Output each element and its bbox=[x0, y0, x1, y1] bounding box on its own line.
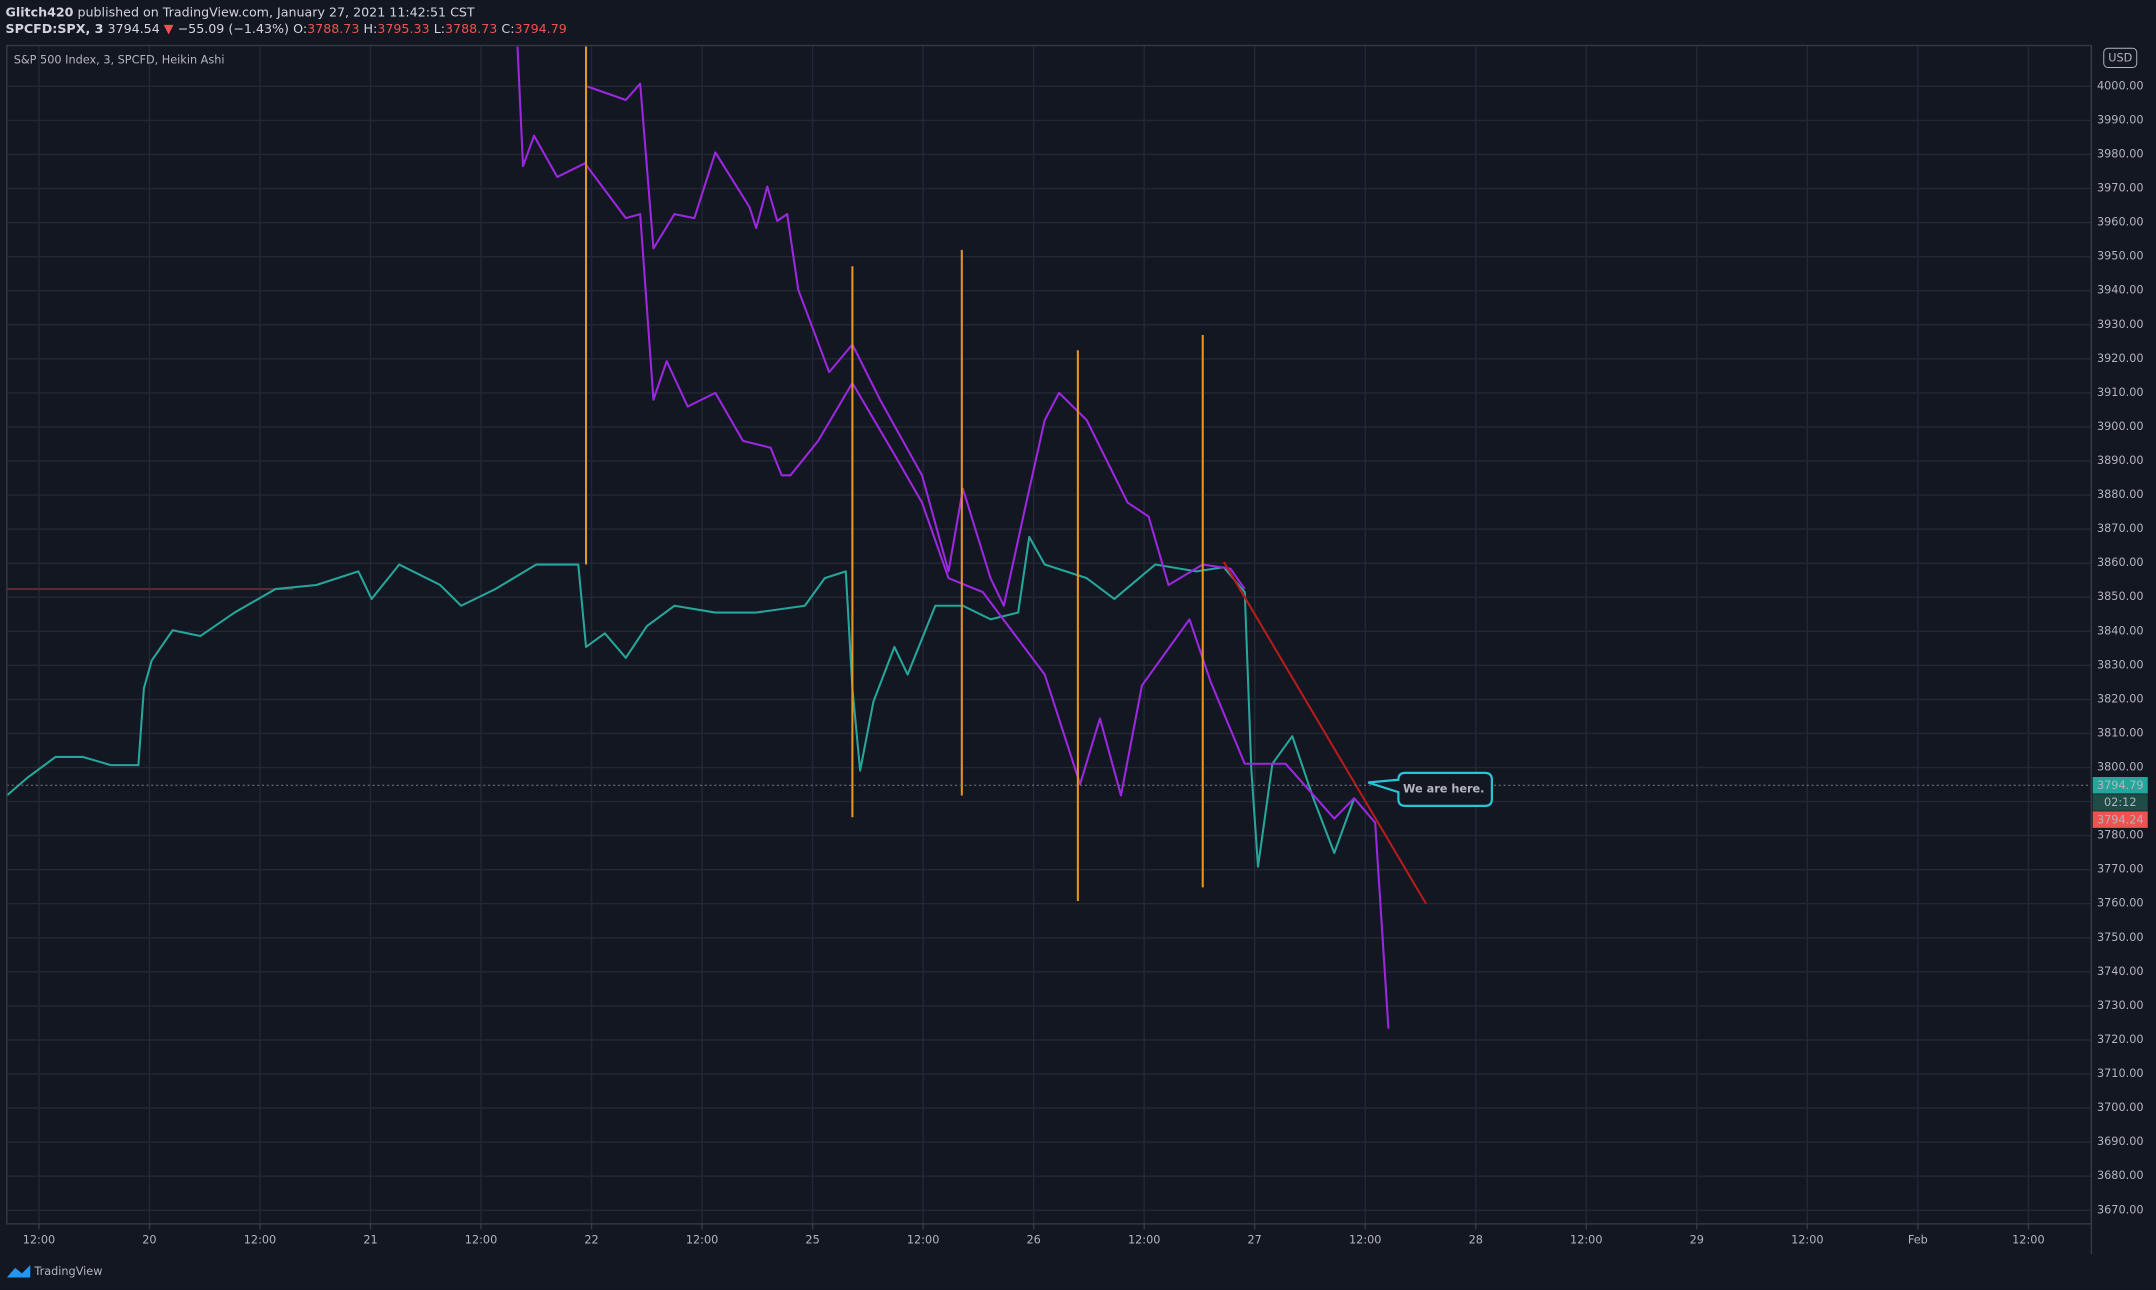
price-label: 02:12 bbox=[2104, 796, 2136, 809]
grid bbox=[6, 45, 2092, 1224]
series-line bbox=[6, 535, 1356, 868]
y-tick-label: 3930.00 bbox=[2097, 318, 2144, 331]
y-tick-label: 3760.00 bbox=[2097, 897, 2144, 910]
x-tick-label: 22 bbox=[584, 1233, 598, 1246]
y-tick-label: 4000.00 bbox=[2097, 79, 2144, 92]
x-tick-label: 12:00 bbox=[23, 1233, 55, 1246]
footer: TradingView bbox=[6, 1265, 102, 1278]
last-price: 3794.54 bbox=[107, 21, 159, 36]
ohlc-label: O: bbox=[293, 21, 307, 36]
y-tick-label: 3940.00 bbox=[2097, 284, 2144, 297]
change: −55.09 (−1.43%) bbox=[178, 21, 289, 36]
ohlc-value: 3794.79 bbox=[515, 21, 567, 36]
ohlc-label: L: bbox=[434, 21, 445, 36]
x-tick-label: 12:00 bbox=[2012, 1233, 2044, 1246]
ohlc: O:3788.73 H:3795.33 L:3788.73 C:3794.79 bbox=[293, 21, 567, 36]
y-tick-label: 3710.00 bbox=[2097, 1067, 2144, 1080]
y-tick-label: 3990.00 bbox=[2097, 113, 2144, 126]
chart-title: S&P 500 Index, 3, SPCFD, Heikin Ashi bbox=[14, 54, 225, 67]
callout-box bbox=[1367, 771, 1493, 807]
y-tick-label: 3910.00 bbox=[2097, 386, 2144, 399]
y-tick-label: 3800.00 bbox=[2097, 761, 2144, 774]
logo bbox=[6, 1265, 31, 1278]
ohlc-value: 3788.73 bbox=[445, 21, 497, 36]
y-tick-label: 3820.00 bbox=[2097, 692, 2144, 705]
annotation-text: We are here. bbox=[1403, 782, 1484, 795]
y-tick-label: 3860.00 bbox=[2097, 556, 2144, 569]
x-tick-label: 12:00 bbox=[1128, 1233, 1160, 1246]
y-tick-label: 3890.00 bbox=[2097, 454, 2144, 467]
y-tick-label: 3840.00 bbox=[2097, 624, 2144, 637]
price-label-box bbox=[2092, 794, 2148, 811]
x-tick-label: 25 bbox=[805, 1233, 819, 1246]
y-tick-label: 3720.00 bbox=[2097, 1033, 2144, 1046]
x-tick-label: 12:00 bbox=[1570, 1233, 1602, 1246]
author: Glitch420 bbox=[6, 4, 74, 19]
y-tick-label: 3970.00 bbox=[2097, 182, 2144, 195]
y-tick-label: 3770.00 bbox=[2097, 863, 2144, 876]
x-tick-label: 20 bbox=[142, 1233, 156, 1246]
x-tick-label: 21 bbox=[363, 1233, 377, 1246]
currency: USD bbox=[2108, 52, 2132, 65]
footer-text: TradingView bbox=[33, 1265, 102, 1278]
y-tick-label: 3750.00 bbox=[2097, 931, 2144, 944]
y-tick-label: 3730.00 bbox=[2097, 999, 2144, 1012]
x-tick-label: 12:00 bbox=[907, 1233, 939, 1246]
x-tick-label: 27 bbox=[1248, 1233, 1262, 1246]
x-tick-label: 26 bbox=[1026, 1233, 1040, 1246]
x-tick-label: 12:00 bbox=[244, 1233, 276, 1246]
series-line bbox=[586, 82, 1246, 607]
price-label: 3794.79 bbox=[2097, 779, 2144, 792]
x-tick-label: 12:00 bbox=[1349, 1233, 1381, 1246]
y-tick-label: 3830.00 bbox=[2097, 658, 2144, 671]
price-label-box bbox=[2092, 811, 2148, 828]
price-label: 3794.24 bbox=[2097, 813, 2144, 826]
x-tick-label: 28 bbox=[1469, 1233, 1483, 1246]
y-tick-label: 3780.00 bbox=[2097, 829, 2144, 842]
y-tick-label: 3700.00 bbox=[2097, 1101, 2144, 1114]
x-tick-label: 12:00 bbox=[465, 1233, 497, 1246]
y-tick-label: 3900.00 bbox=[2097, 420, 2144, 433]
axes: 3670.00 3680.00 3690.00 3700.00 3710.00 3720.… bbox=[23, 79, 2148, 1246]
symbol: SPCFD:SPX, 3 bbox=[6, 21, 104, 36]
header-line: Glitch420 published on TradingView.com, … bbox=[6, 4, 475, 19]
y-tick-label: 3870.00 bbox=[2097, 522, 2144, 535]
arrow: ▼ bbox=[164, 21, 174, 36]
ohlc-label: C: bbox=[501, 21, 514, 36]
x-tick-label: 29 bbox=[1690, 1233, 1704, 1246]
y-tick-label: 3740.00 bbox=[2097, 965, 2144, 978]
y-tick-label: 3960.00 bbox=[2097, 216, 2144, 229]
series-line bbox=[516, 46, 1390, 1029]
price-label-box bbox=[2092, 777, 2148, 794]
ohlc-value: 3788.73 bbox=[307, 21, 359, 36]
y-tick-label: 3690.00 bbox=[2097, 1135, 2144, 1148]
y-tick-label: 3850.00 bbox=[2097, 590, 2144, 603]
y-tick-label: 3680.00 bbox=[2097, 1169, 2144, 1182]
y-tick-label: 3920.00 bbox=[2097, 352, 2144, 365]
symbol-line: SPCFD:SPX, 3 3794.54 ▼ −55.09 (−1.43%) O:… bbox=[6, 21, 567, 36]
ohlc-value: 3795.33 bbox=[377, 21, 429, 36]
y-tick-label: 3880.00 bbox=[2097, 488, 2144, 501]
y-tick-label: 3670.00 bbox=[2097, 1203, 2144, 1216]
ohlc-label: H: bbox=[364, 21, 378, 36]
x-tick-label: 12:00 bbox=[1791, 1233, 1823, 1246]
plot bbox=[6, 46, 2092, 1029]
y-tick-label: 3810.00 bbox=[2097, 726, 2144, 739]
series-line bbox=[1222, 561, 1427, 905]
annotation-callout: We are here. bbox=[1367, 771, 1493, 807]
published: published on TradingView.com, January 27… bbox=[78, 4, 475, 19]
currency-badge bbox=[2103, 47, 2138, 68]
x-tick-label: 12:00 bbox=[686, 1233, 718, 1246]
y-tick-label: 3950.00 bbox=[2097, 250, 2144, 263]
y-tick-label: 3980.00 bbox=[2097, 147, 2144, 160]
x-tick-label: Feb bbox=[1908, 1233, 1928, 1246]
